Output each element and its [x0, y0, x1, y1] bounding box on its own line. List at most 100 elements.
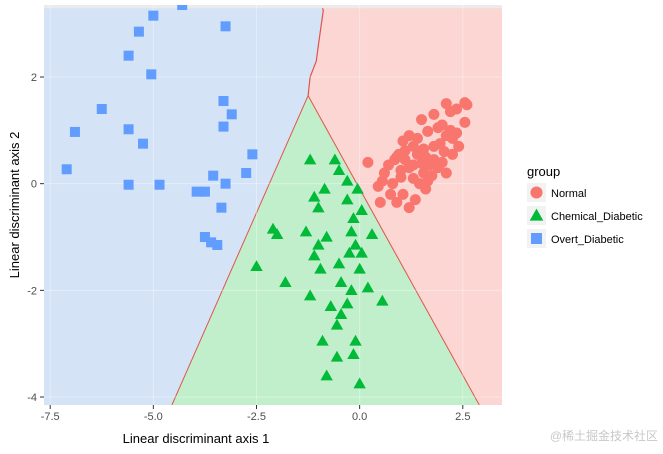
overt-diabetic-point — [123, 179, 134, 190]
normal-point — [436, 156, 448, 168]
x-axis: -7.5 -5.0 -2.5 0.0 2.5 — [41, 405, 470, 423]
normal-point — [387, 178, 399, 190]
boundary-top — [307, 7, 324, 96]
normal-point — [432, 122, 444, 134]
boundary-left — [171, 95, 309, 405]
legend-label-overt-diabetic: Overt_Diabetic — [551, 234, 624, 246]
chemical-diabetic-point — [349, 334, 362, 346]
normal-point — [409, 194, 421, 206]
y-tick-label: -2 — [27, 285, 37, 297]
x-tick-label: -2.5 — [247, 411, 266, 423]
overt-diabetic-point — [247, 149, 258, 160]
normal-point — [374, 196, 386, 208]
boundary-right — [307, 95, 480, 405]
normal-point — [389, 154, 401, 166]
chemical-diabetic-point — [330, 350, 344, 362]
chemical-diabetic-point — [328, 153, 342, 165]
overt-diabetic-point — [138, 138, 149, 149]
chemical-diabetic-point — [324, 300, 337, 311]
chemical-diabetic-point — [308, 190, 321, 202]
chemical-diabetic-point — [351, 182, 364, 194]
normal-point — [372, 180, 384, 192]
chemical-diabetic-point — [270, 228, 284, 239]
normal-point — [422, 125, 434, 137]
overt-diabetic-point — [96, 104, 107, 114]
overt-diabetic-point — [226, 109, 237, 120]
normal-point — [362, 156, 374, 168]
chemical-diabetic-point — [308, 249, 321, 261]
normal-point — [391, 196, 403, 208]
chemical-diabetic-point — [279, 276, 292, 287]
chemical-diabetic-point — [312, 201, 325, 213]
chemical-diabetic-point — [341, 193, 354, 205]
overt-diabetic-point — [146, 69, 157, 80]
chemical-diabetic-point — [330, 318, 344, 330]
legend-label-normal: Normal — [551, 188, 586, 200]
region-overt-diabetic — [44, 8, 324, 405]
chemical-diabetic-point — [345, 225, 358, 237]
y-tick-label: 0 — [31, 179, 37, 191]
chemical-diabetic-point — [320, 230, 333, 242]
normal-point — [446, 148, 458, 160]
legend-swatch-overt-diabetic — [531, 233, 542, 244]
overt-diabetic-point — [123, 50, 134, 61]
chemical-diabetic-point — [376, 294, 389, 306]
overt-diabetic-point — [133, 26, 144, 37]
chemical-diabetic-point — [349, 238, 362, 250]
normal-point — [403, 202, 415, 214]
chemical-diabetic-point — [332, 257, 346, 269]
overt-diabetic-point — [241, 168, 252, 178]
region-chemical-diabetic — [171, 95, 480, 405]
chemical-diabetic-point — [347, 212, 360, 223]
normal-point — [397, 135, 409, 147]
normal-point — [416, 114, 428, 126]
legend-swatch-normal — [530, 186, 543, 199]
x-tick-label: 0.0 — [352, 411, 367, 423]
normal-point — [453, 140, 465, 152]
chemical-diabetic-point — [318, 182, 331, 194]
chemical-diabetic-point — [314, 262, 327, 274]
chemical-diabetic-point — [341, 174, 354, 186]
overt-diabetic-point — [69, 126, 80, 137]
chemical-diabetic-point — [345, 284, 358, 295]
overt-diabetic-point — [216, 202, 227, 213]
normal-point — [444, 106, 456, 118]
watermark: @稀土掘金技术社区 — [550, 428, 658, 443]
y-axis-title: Linear discriminant axis 2 — [7, 132, 22, 279]
chemical-diabetic-point — [334, 308, 348, 319]
overt-diabetic-point — [199, 186, 210, 197]
x-tick-label: -5.0 — [144, 411, 163, 423]
data-points — [61, 5, 473, 389]
chemical-diabetic-point — [355, 246, 368, 258]
chemical-diabetic-point — [347, 348, 360, 359]
chemical-diabetic-point — [303, 153, 317, 165]
normal-point — [416, 157, 428, 169]
chemical-diabetic-point — [343, 246, 356, 258]
overt-diabetic-point — [220, 21, 231, 32]
chemical-diabetic-point — [303, 289, 317, 301]
normal-point — [428, 140, 440, 152]
normal-point — [411, 148, 423, 160]
x-tick-label: 2.5 — [455, 411, 470, 423]
overt-diabetic-point — [206, 237, 217, 248]
chemical-diabetic-point — [316, 334, 329, 346]
normal-point — [446, 132, 458, 144]
chemical-diabetic-point — [250, 260, 263, 271]
chemical-diabetic-point — [355, 204, 368, 215]
normal-point — [459, 116, 471, 128]
y-tick-label: -4 — [27, 392, 37, 404]
overt-diabetic-point — [177, 5, 188, 10]
chemical-diabetic-point — [353, 377, 366, 389]
overt-diabetic-point — [148, 10, 159, 21]
overt-diabetic-point — [218, 121, 229, 132]
normal-point — [397, 188, 409, 200]
chemical-diabetic-point — [299, 225, 313, 237]
legend-title: group — [527, 164, 560, 179]
chemical-diabetic-point — [365, 228, 379, 239]
chemical-diabetic-point — [353, 262, 366, 274]
normal-point — [461, 99, 473, 111]
normal-point — [413, 178, 425, 190]
normal-point — [395, 171, 407, 183]
legend-swatch-chemical-diabetic — [529, 208, 544, 221]
